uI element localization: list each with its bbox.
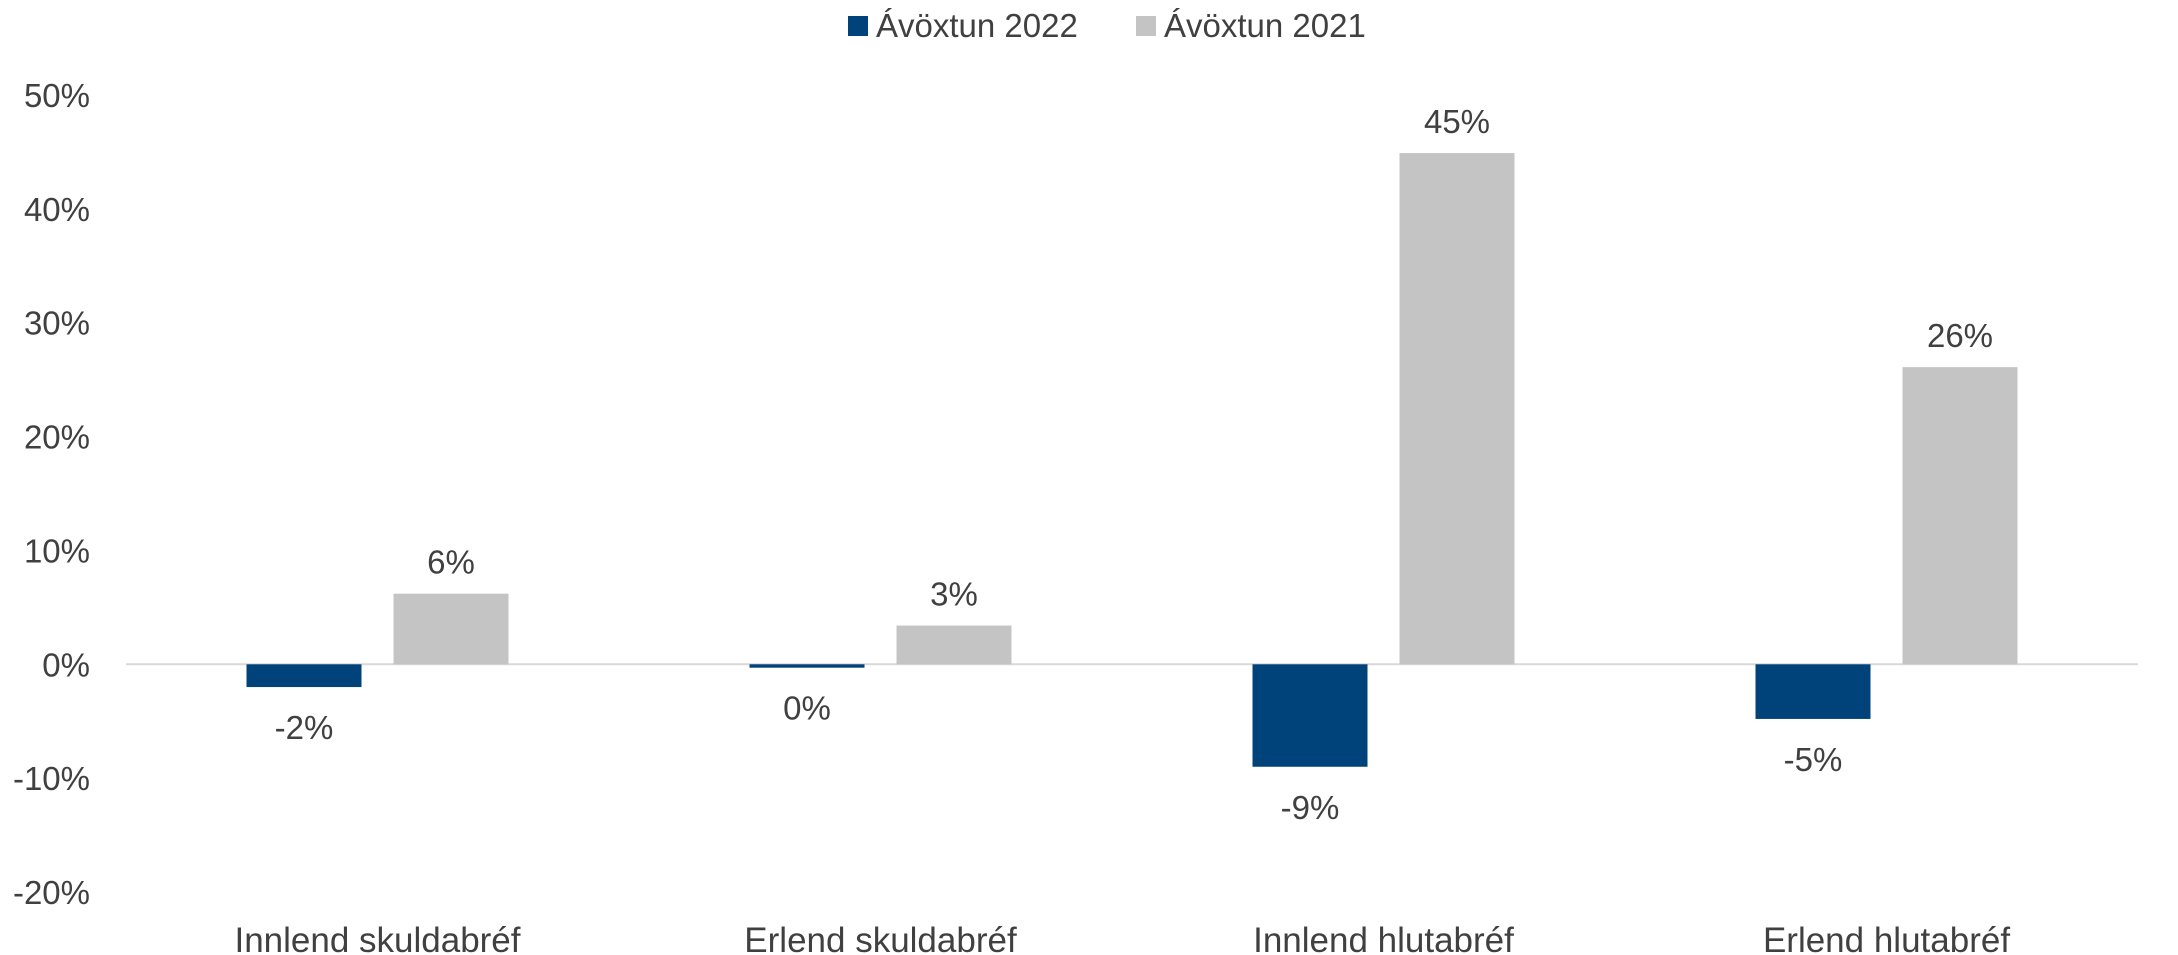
bar-erlend-skuldabref-avoxtun-2022 [750,664,865,667]
x-category-label: Erlend hlutabréf [1763,921,2010,955]
x-category-label: Innlend hlutabréf [1253,921,1514,955]
y-tick-label: 50% [24,77,90,114]
data-label-innlend-skuldabref-avoxtun-2022: -2% [275,709,334,746]
legend-swatch-1 [848,16,868,36]
data-label-innlend-skuldabref-avoxtun-2021: 6% [427,544,475,581]
y-tick-label: 40% [24,191,90,228]
y-tick-label: 30% [24,305,90,342]
bar-erlend-skuldabref-avoxtun-2021 [897,626,1012,665]
y-axis: 50% 40% 30% 20% 10% 0% -10% -20% [13,77,90,911]
y-tick-label: 10% [24,532,90,569]
y-tick-label: -10% [13,760,90,797]
data-labels: -2% 6% 0% 3% -9% 45% -5% 26% [275,103,1993,826]
bars [247,153,2018,767]
x-category-label: Innlend skuldabréf [234,921,520,955]
data-label-innlend-hlutabref-avoxtun-2021: 45% [1424,103,1490,140]
y-tick-label: 20% [24,419,90,456]
data-label-erlend-hlutabref-avoxtun-2022: -5% [1784,741,1843,778]
bar-innlend-skuldabref-avoxtun-2021 [394,594,509,665]
legend-swatch-2 [1136,16,1156,36]
bar-erlend-hlutabref-avoxtun-2021 [1903,367,2018,664]
bar-erlend-hlutabref-avoxtun-2022 [1756,664,1871,719]
bar-innlend-hlutabref-avoxtun-2021 [1400,153,1515,664]
y-tick-label: -20% [13,874,90,911]
bar-innlend-hlutabref-avoxtun-2022 [1253,664,1368,766]
x-axis: Innlend skuldabréf Erlend skuldabréf Innle… [234,921,2010,955]
data-label-erlend-hlutabref-avoxtun-2021: 26% [1927,317,1993,354]
data-label-erlend-skuldabref-avoxtun-2021: 3% [930,576,978,613]
data-label-erlend-skuldabref-avoxtun-2022: 0% [783,690,831,727]
data-label-innlend-hlutabref-avoxtun-2022: -9% [1281,789,1340,826]
legend: Ávöxtun 2022 Ávöxtun 2021 [848,7,1366,44]
bar-innlend-skuldabref-avoxtun-2022 [247,664,362,687]
legend-label-2: Ávöxtun 2021 [1164,7,1366,44]
x-category-label: Erlend skuldabréf [744,921,1017,955]
legend-label-1: Ávöxtun 2022 [876,7,1078,44]
y-tick-label: 0% [42,646,90,683]
